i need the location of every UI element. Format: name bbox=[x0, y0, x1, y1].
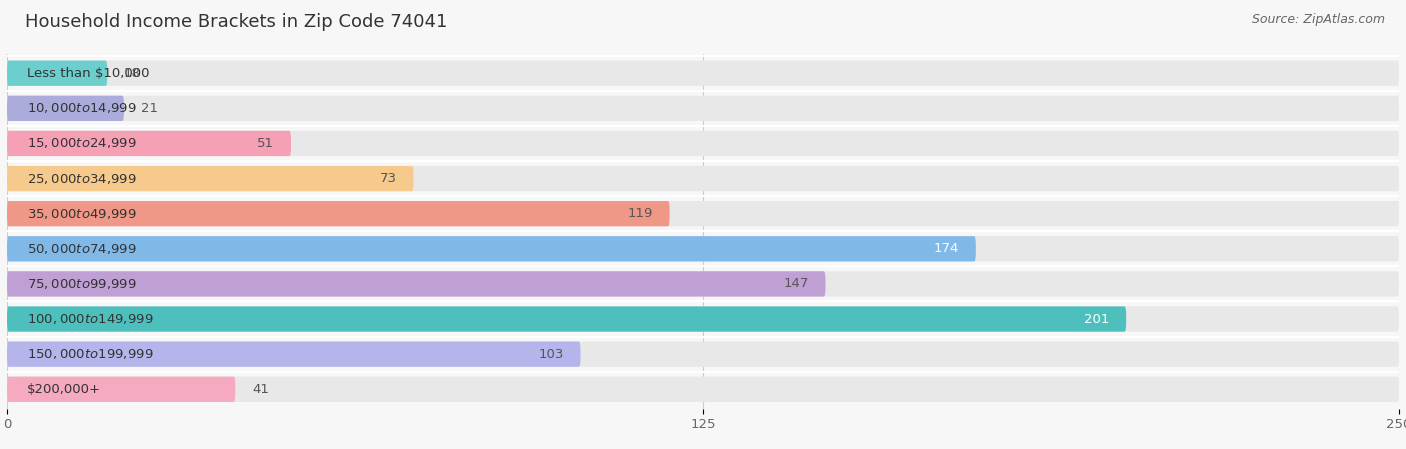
FancyBboxPatch shape bbox=[7, 131, 291, 156]
Text: $10,000 to $14,999: $10,000 to $14,999 bbox=[27, 101, 136, 115]
FancyBboxPatch shape bbox=[7, 377, 235, 402]
FancyBboxPatch shape bbox=[7, 236, 976, 261]
Text: Household Income Brackets in Zip Code 74041: Household Income Brackets in Zip Code 74… bbox=[25, 13, 447, 31]
FancyBboxPatch shape bbox=[7, 271, 825, 296]
FancyBboxPatch shape bbox=[7, 342, 581, 367]
Text: 103: 103 bbox=[538, 348, 564, 361]
FancyBboxPatch shape bbox=[7, 306, 1399, 332]
Text: Source: ZipAtlas.com: Source: ZipAtlas.com bbox=[1251, 13, 1385, 26]
Text: $100,000 to $149,999: $100,000 to $149,999 bbox=[27, 312, 153, 326]
FancyBboxPatch shape bbox=[7, 271, 1399, 296]
Text: $150,000 to $199,999: $150,000 to $199,999 bbox=[27, 347, 153, 361]
FancyBboxPatch shape bbox=[7, 201, 1399, 226]
Text: $50,000 to $74,999: $50,000 to $74,999 bbox=[27, 242, 136, 256]
FancyBboxPatch shape bbox=[7, 236, 1399, 261]
Text: 174: 174 bbox=[934, 242, 959, 255]
Text: 41: 41 bbox=[252, 383, 269, 396]
FancyBboxPatch shape bbox=[7, 306, 1126, 332]
Text: $200,000+: $200,000+ bbox=[27, 383, 100, 396]
Text: $25,000 to $34,999: $25,000 to $34,999 bbox=[27, 172, 136, 185]
FancyBboxPatch shape bbox=[7, 377, 1399, 402]
FancyBboxPatch shape bbox=[7, 131, 1399, 156]
FancyBboxPatch shape bbox=[7, 61, 1399, 86]
FancyBboxPatch shape bbox=[7, 61, 107, 86]
Text: 21: 21 bbox=[141, 102, 157, 115]
Text: $75,000 to $99,999: $75,000 to $99,999 bbox=[27, 277, 136, 291]
FancyBboxPatch shape bbox=[7, 166, 1399, 191]
Text: 201: 201 bbox=[1084, 313, 1109, 326]
Text: 73: 73 bbox=[380, 172, 396, 185]
Text: $15,000 to $24,999: $15,000 to $24,999 bbox=[27, 136, 136, 150]
Text: $35,000 to $49,999: $35,000 to $49,999 bbox=[27, 207, 136, 220]
FancyBboxPatch shape bbox=[7, 342, 1399, 367]
FancyBboxPatch shape bbox=[7, 201, 669, 226]
Text: Less than $10,000: Less than $10,000 bbox=[27, 67, 149, 79]
FancyBboxPatch shape bbox=[7, 96, 1399, 121]
FancyBboxPatch shape bbox=[7, 96, 124, 121]
Text: 119: 119 bbox=[627, 207, 652, 220]
Text: 147: 147 bbox=[783, 277, 808, 291]
FancyBboxPatch shape bbox=[7, 166, 413, 191]
Text: 18: 18 bbox=[124, 67, 141, 79]
Text: 51: 51 bbox=[257, 137, 274, 150]
